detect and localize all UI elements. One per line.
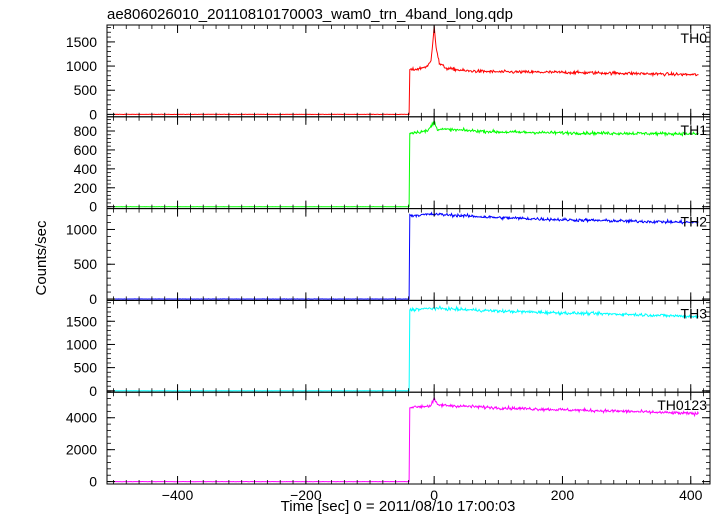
x-tick-label: 0: [430, 487, 438, 503]
y-tick-label: 2000: [66, 442, 97, 458]
y-tick-label: 0: [89, 106, 97, 122]
y-tick-label: 0: [89, 291, 97, 307]
series-line-th3: [113, 305, 699, 392]
series-line-th2: [113, 211, 699, 300]
x-tick-label: −200: [290, 487, 322, 503]
band-label-th0: TH0: [681, 30, 708, 46]
y-tick-label: 600: [74, 142, 98, 158]
x-tick-label: 400: [679, 487, 703, 503]
y-tick-label: 4000: [66, 410, 97, 426]
y-tick-label: 400: [74, 161, 98, 177]
x-tick-label: 200: [551, 487, 575, 503]
band-label-th0123: TH0123: [657, 397, 707, 413]
y-tick-label: 800: [74, 123, 98, 139]
panels-group: 0 500 1000 1500 TH0 0 200 400 600 800 TH1 0 500 1000 T…: [66, 24, 711, 490]
series-line-th0123: [113, 396, 699, 483]
x-tick-labels: −400 −200 0 200 400: [162, 487, 703, 503]
y-tick-label: 0: [89, 383, 97, 399]
y-tick-label: 0: [89, 199, 97, 215]
panel-th1: 0 200 400 600 800 TH1: [74, 116, 711, 215]
chart-title: ae806026010_20110810170003_wam0_trn_4ban…: [107, 6, 513, 23]
panel-th2: 0 500 1000 TH2: [66, 208, 711, 307]
x-tick-label: −400: [162, 487, 194, 503]
y-tick-label: 1000: [66, 336, 97, 352]
panel-th3: 0 500 1000 1500 TH3: [66, 299, 711, 399]
band-label-th2: TH2: [681, 214, 708, 230]
panel-th0123: 0 2000 4000 TH0123: [66, 391, 711, 490]
band-label-th3: TH3: [681, 305, 708, 321]
panel-frame: [106, 24, 711, 118]
y-tick-label: 1500: [66, 313, 97, 329]
y-tick-label: 500: [74, 256, 98, 272]
y-tick-label: 1500: [66, 34, 97, 50]
panel-frame: [106, 391, 711, 485]
x-axis-label: Time [sec] 0 = 2011/08/10 17:00:03: [281, 498, 516, 515]
panel-frame: [106, 116, 711, 210]
series-line-th1: [113, 120, 699, 208]
y-tick-label: 0: [89, 474, 97, 490]
panel-frame: [106, 208, 711, 301]
band-label-th1: TH1: [681, 122, 708, 138]
y-axis-label: Counts/sec: [33, 220, 50, 296]
y-tick-label: 1000: [66, 58, 97, 74]
y-tick-label: 200: [74, 180, 98, 196]
y-tick-label: 500: [74, 82, 98, 98]
y-tick-label: 1000: [66, 221, 97, 237]
y-tick-label: 500: [74, 360, 98, 376]
panel-th0: 0 500 1000 1500 TH0: [66, 24, 711, 122]
series-line-th0: [113, 26, 699, 116]
